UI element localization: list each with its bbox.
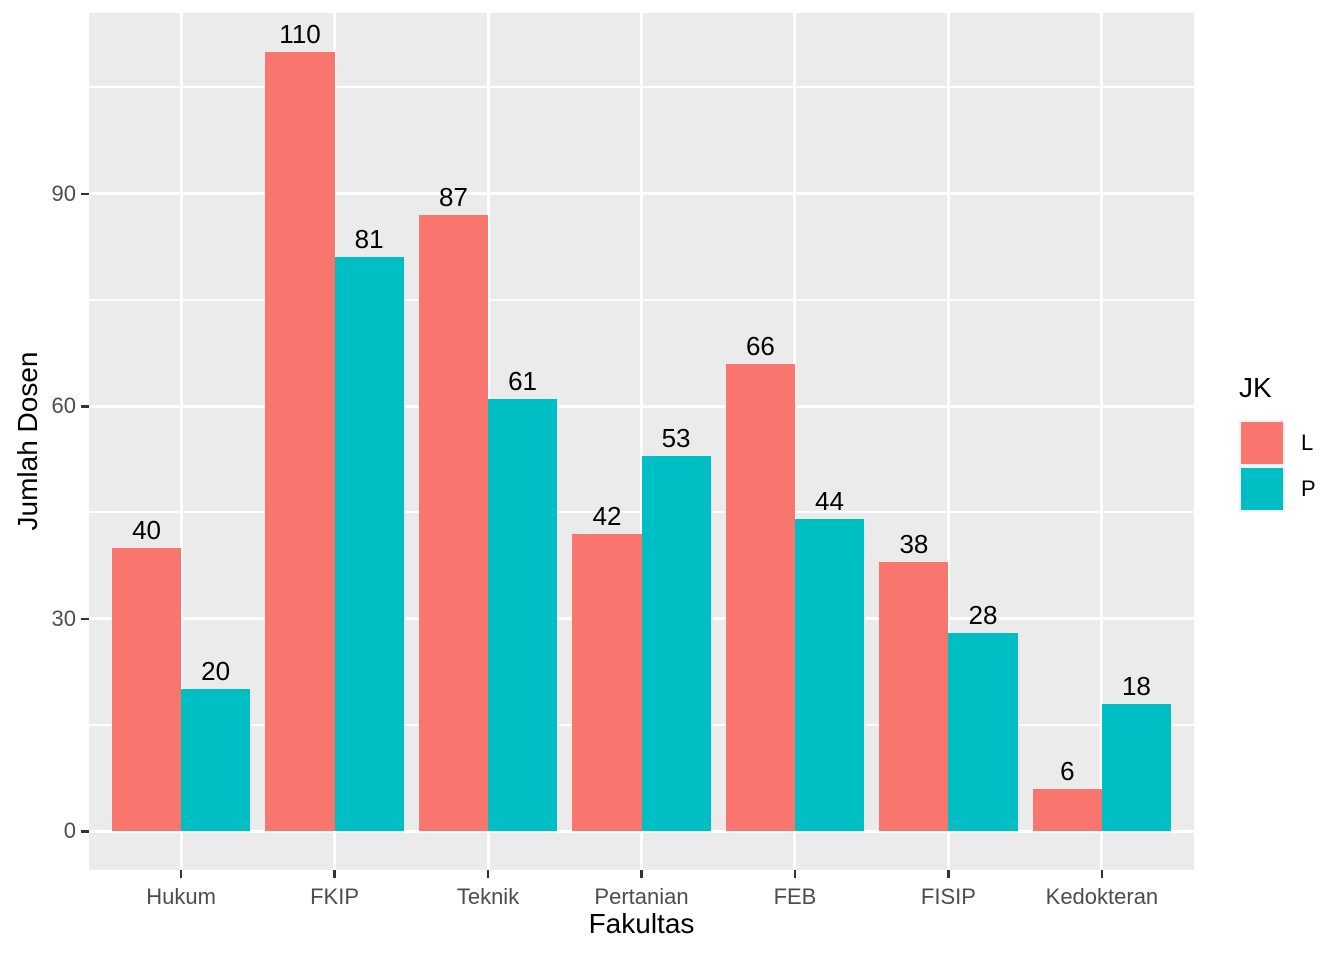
bar-P-Teknik <box>488 399 558 832</box>
bar-L-FKIP <box>265 51 335 832</box>
gridline-major-vertical <box>179 13 183 870</box>
y-axis-title: Jumlah Dosen <box>12 351 43 531</box>
legend-key-P <box>1239 466 1285 512</box>
bar-value-label: 53 <box>661 422 691 453</box>
x-tick-mark <box>947 870 950 878</box>
bar-L-Kedokteran <box>1032 788 1102 832</box>
x-tick-mark <box>179 870 183 878</box>
bar-P-FKIP <box>334 257 404 832</box>
bar-L-FEB <box>725 363 795 832</box>
bar-P-FEB <box>794 519 865 832</box>
gridline-major-vertical <box>640 13 643 870</box>
legend-row-L: L <box>1239 420 1316 466</box>
x-tick-mark <box>333 870 336 878</box>
legend-label-L: L <box>1301 430 1314 455</box>
legend-row-P: P <box>1239 466 1316 512</box>
bar-value-label: 66 <box>745 330 775 361</box>
legend-swatch-P <box>1241 468 1283 510</box>
x-tick-label-FEB: FEB <box>773 884 817 909</box>
y-tick-mark <box>81 192 89 196</box>
bar-L-Teknik <box>418 214 489 832</box>
bar-value-label: 18 <box>1121 670 1151 701</box>
legend-swatch-L <box>1241 422 1283 464</box>
gridline-major-vertical <box>946 13 950 870</box>
bar-value-label: 20 <box>201 656 231 687</box>
x-tick-mark <box>793 870 797 878</box>
x-tick-mark <box>640 870 643 878</box>
x-tick-label-FKIP: FKIP <box>310 884 359 909</box>
bar-value-label: 40 <box>132 514 162 545</box>
bar-value-label: 38 <box>899 528 929 559</box>
bar-L-Pertanian <box>572 533 642 832</box>
x-tick-mark <box>486 870 490 878</box>
x-tick-mark <box>1100 870 1104 878</box>
bar-P-FISIP <box>948 632 1018 832</box>
legend-title: JK <box>1239 372 1272 403</box>
plot-panel: 40 20 110 81 87 61 42 53 66 44 38 28 6 18 <box>89 13 1194 870</box>
bar-L-Hukum <box>112 547 182 832</box>
bar-P-Pertanian <box>641 455 711 832</box>
bar-value-label: 44 <box>815 486 844 517</box>
x-tick-label-Hukum: Hukum <box>146 884 216 909</box>
y-tick-label: 30 <box>51 605 76 631</box>
legend-key-L <box>1239 420 1285 466</box>
bar-P-Kedokteran <box>1101 703 1171 832</box>
gridline-major-vertical <box>793 13 797 870</box>
bar-value-label: 61 <box>508 366 538 396</box>
x-tick-label-FISIP: FISIP <box>920 884 976 909</box>
bar-P-Hukum <box>181 689 251 832</box>
bar-value-label: 110 <box>279 18 321 49</box>
bar-value-label: 87 <box>439 181 468 212</box>
y-tick-mark <box>81 617 89 621</box>
bar-value-label: 6 <box>1060 755 1075 786</box>
y-tick-label: 90 <box>51 180 76 206</box>
bar-value-label: 42 <box>592 500 622 531</box>
y-tick-mark <box>81 405 89 408</box>
x-tick-label-Pertanian: Pertanian <box>594 884 689 909</box>
x-tick-label-Kedokteran: Kedokteran <box>1045 884 1159 909</box>
x-tick-label-Teknik: Teknik <box>456 884 520 909</box>
bar-value-label: 28 <box>968 599 998 630</box>
y-tick-label: 0 <box>63 818 76 844</box>
x-axis-title: Fakultas <box>588 908 695 939</box>
bar-value-label: 81 <box>354 224 384 255</box>
y-tick-mark <box>81 830 89 833</box>
y-tick-label: 60 <box>51 393 76 419</box>
gridline-major-vertical <box>1100 13 1104 870</box>
bar-L-FISIP <box>879 561 949 832</box>
legend-label-P: P <box>1301 476 1316 501</box>
